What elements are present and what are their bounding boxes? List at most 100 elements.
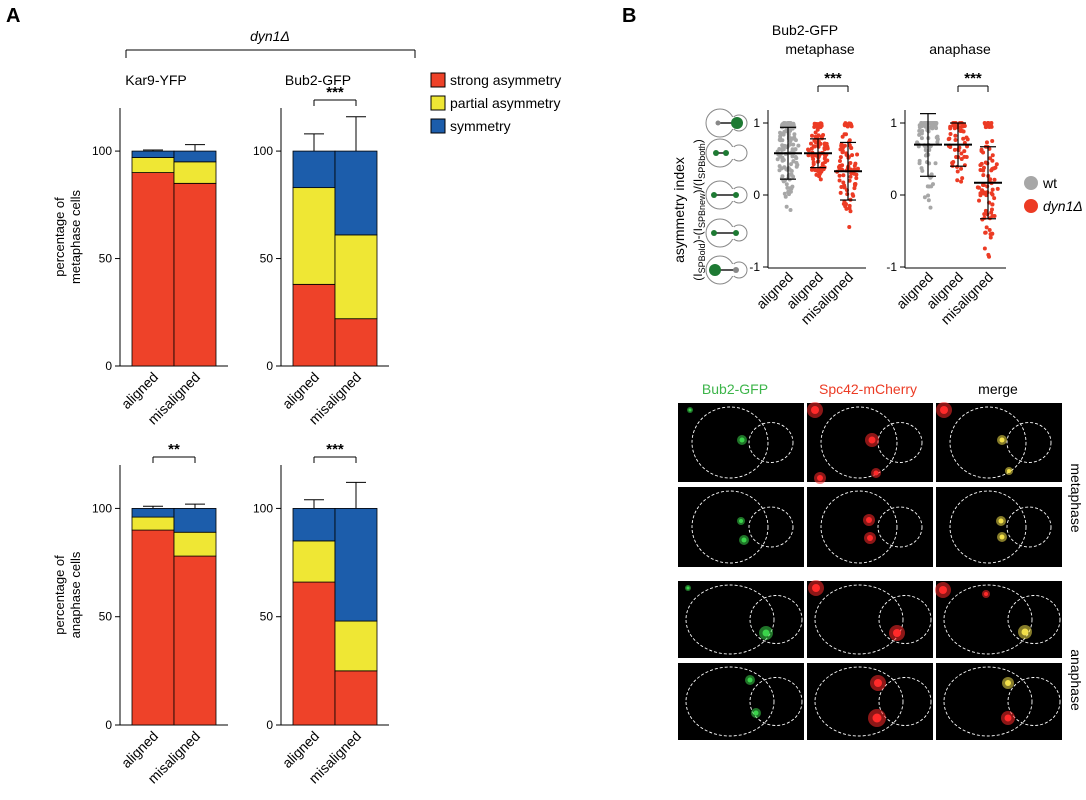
micrograph-panel — [936, 663, 1062, 740]
ylabel-part-1: SPBold — [697, 243, 707, 273]
fluorescent-spot — [998, 518, 1004, 524]
micrograph-panel — [807, 487, 933, 567]
bar-segment — [292, 508, 336, 542]
data-point — [935, 137, 940, 142]
fluorescent-spot — [762, 629, 770, 637]
data-point — [992, 177, 997, 182]
y-axis-label-line: percentage of — [52, 197, 67, 277]
data-point — [919, 121, 924, 125]
data-point — [931, 123, 936, 128]
data-point — [947, 136, 952, 141]
data-point — [995, 186, 1000, 191]
legend-swatch-partial — [430, 95, 446, 111]
data-point — [978, 168, 983, 173]
bud-cell-outline — [878, 595, 932, 644]
fluorescent-spot — [868, 436, 876, 444]
data-point — [977, 198, 982, 203]
y-tick-label: 100 — [253, 144, 273, 158]
bar-segment — [173, 531, 217, 557]
cell-icon — [705, 138, 748, 168]
chart-title: Bub2-GFP — [285, 72, 351, 88]
panel-b-title: Bub2-GFP — [772, 22, 838, 38]
y-tick-label: 0 — [105, 718, 112, 732]
fluorescent-spot — [739, 519, 743, 523]
data-point — [989, 210, 994, 215]
data-point — [948, 124, 953, 129]
micrograph-background — [807, 487, 933, 567]
data-point — [780, 174, 785, 179]
y-axis-label: percentage of anaphase cells — [52, 551, 83, 638]
cell-icon — [705, 218, 748, 248]
bar-segment — [131, 529, 175, 726]
y-tick-label: 50 — [99, 252, 113, 266]
fluorescent-spot — [811, 406, 819, 414]
data-point — [791, 142, 796, 147]
legend-label-partial: partial asymmetry — [450, 95, 560, 111]
data-point — [955, 169, 960, 174]
data-point — [985, 161, 990, 166]
spb-old — [715, 120, 721, 126]
mother-cell-outline — [691, 490, 769, 564]
data-point — [793, 147, 798, 152]
mother-cell-outline — [949, 406, 1027, 479]
row-label-metaphase: metaphase — [1068, 463, 1084, 532]
data-point — [789, 169, 794, 174]
bud-cell-outline — [1007, 595, 1061, 644]
data-point — [818, 177, 823, 182]
mother-cell-outline — [943, 666, 1033, 737]
y-tick-label: -1 — [886, 260, 897, 274]
bar-segment — [292, 581, 336, 726]
y-axis-label-line: anaphase cells — [68, 551, 83, 638]
data-point — [927, 184, 932, 189]
data-point — [794, 156, 799, 161]
legend-label-wt: wt — [1042, 175, 1057, 191]
data-point — [815, 127, 820, 132]
data-point — [791, 121, 796, 126]
mother-cell-outline — [820, 406, 898, 479]
data-point — [919, 166, 924, 171]
data-point — [962, 149, 967, 154]
data-point — [948, 131, 953, 136]
panel-a-legend: strong asymmetry partial asymmetry symme… — [430, 72, 561, 134]
data-point — [794, 164, 799, 169]
mother-cell-outline — [814, 584, 904, 655]
data-point — [976, 185, 981, 190]
bar-segment — [334, 670, 378, 726]
data-point — [988, 156, 993, 161]
fluorescent-spot — [874, 679, 882, 687]
data-point — [990, 202, 995, 207]
data-point — [928, 205, 933, 210]
data-point — [934, 126, 939, 131]
data-point — [796, 143, 801, 148]
data-point — [984, 193, 989, 198]
y-tick-label: 50 — [260, 610, 274, 624]
significance-stars: *** — [326, 84, 344, 101]
fluorescent-spot — [686, 586, 690, 590]
data-point — [844, 206, 849, 211]
data-point — [784, 182, 789, 187]
mother-cell-outline — [814, 666, 904, 737]
data-point — [819, 168, 824, 173]
y-tick-label: 0 — [105, 359, 112, 373]
data-point — [811, 157, 816, 162]
data-point — [989, 168, 994, 173]
data-point — [813, 134, 818, 139]
data-point — [980, 188, 985, 193]
data-point — [791, 159, 796, 164]
data-point — [853, 183, 858, 188]
data-point — [987, 254, 992, 259]
fluorescent-spot — [873, 470, 879, 476]
data-point — [775, 157, 780, 162]
data-point — [780, 138, 785, 143]
row-label-metaphase-wrap: metaphase — [1068, 463, 1084, 532]
legend-swatch-strong — [430, 72, 446, 88]
data-point — [781, 147, 786, 152]
y-tick-label: 1 — [753, 116, 760, 130]
data-point — [962, 123, 967, 128]
data-point — [848, 161, 853, 166]
fluorescent-spot — [753, 710, 759, 716]
data-point — [788, 208, 793, 213]
y-tick-label: 100 — [92, 501, 112, 515]
data-point — [782, 129, 787, 134]
bar-segment — [292, 283, 336, 367]
